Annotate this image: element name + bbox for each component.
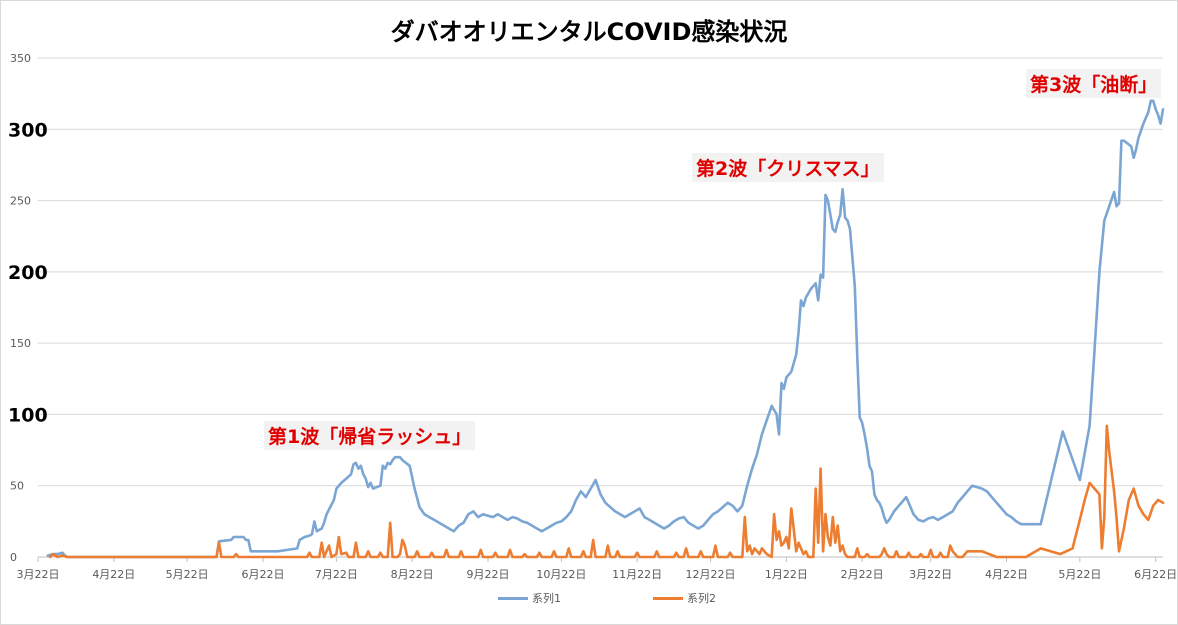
legend-swatch-series-2 [653,596,683,600]
legend-item-series-2: 系列2 [653,590,716,606]
annotation-wave-1: 第1波「帰省ラッシュ」 [264,421,476,450]
chart-title: ダバオオリエンタルCOVID感染状況 [390,18,788,46]
x-tick-label: 12月22日 [686,568,736,581]
x-axis: 3月22日 4月22日 5月22日 6月22日 7月22日 8月22日 9月22日 10月22… [17,557,1177,581]
x-tick-label: 3月22日 [17,568,60,581]
x-tick-label: 5月22日 [166,568,209,581]
y-tick-label: 300 [8,119,48,141]
y-tick-label: 250 [10,195,31,208]
y-tick-label: 100 [8,404,48,426]
y-tick-label: 350 [10,52,31,65]
x-tick-label: 6月22日 [242,568,285,581]
series-line-2 [48,424,1165,559]
y-tick-label: 200 [8,262,48,284]
legend-label-series-2: 系列2 [687,592,716,605]
x-tick-label: 2月22日 [841,568,884,581]
x-tick-label: 1月22日 [765,568,808,581]
x-tick-label: 9月22日 [467,568,510,581]
x-tick-label: 4月22日 [92,568,135,581]
legend-swatch-series-1 [498,596,528,600]
annotation-wave-3: 第3波「油断」 [1026,69,1162,98]
legend-label-series-1: 系列1 [532,592,561,605]
x-tick-label: 7月22日 [315,568,358,581]
y-tick-label: 150 [10,337,31,350]
y-axis: 0 50 100 150 200 250 300 350 [8,52,48,564]
x-tick-label: 10月22日 [536,568,586,581]
legend-item-series-1: 系列1 [498,590,561,606]
series-line-1 [46,99,1165,559]
x-tick-label: 6月22日 [1134,568,1177,581]
x-tick-label: 8月22日 [391,568,434,581]
y-tick-label: 0 [10,551,17,564]
annotation-wave-2: 第2波「クリスマス」 [692,153,884,182]
x-tick-label: 5月22日 [1058,568,1101,581]
gridlines [38,57,1163,558]
y-tick-label: 50 [10,480,24,493]
x-tick-label: 4月22日 [985,568,1028,581]
series-lines [46,99,1165,559]
x-tick-label: 11月22日 [612,568,662,581]
x-tick-label: 3月22日 [909,568,952,581]
